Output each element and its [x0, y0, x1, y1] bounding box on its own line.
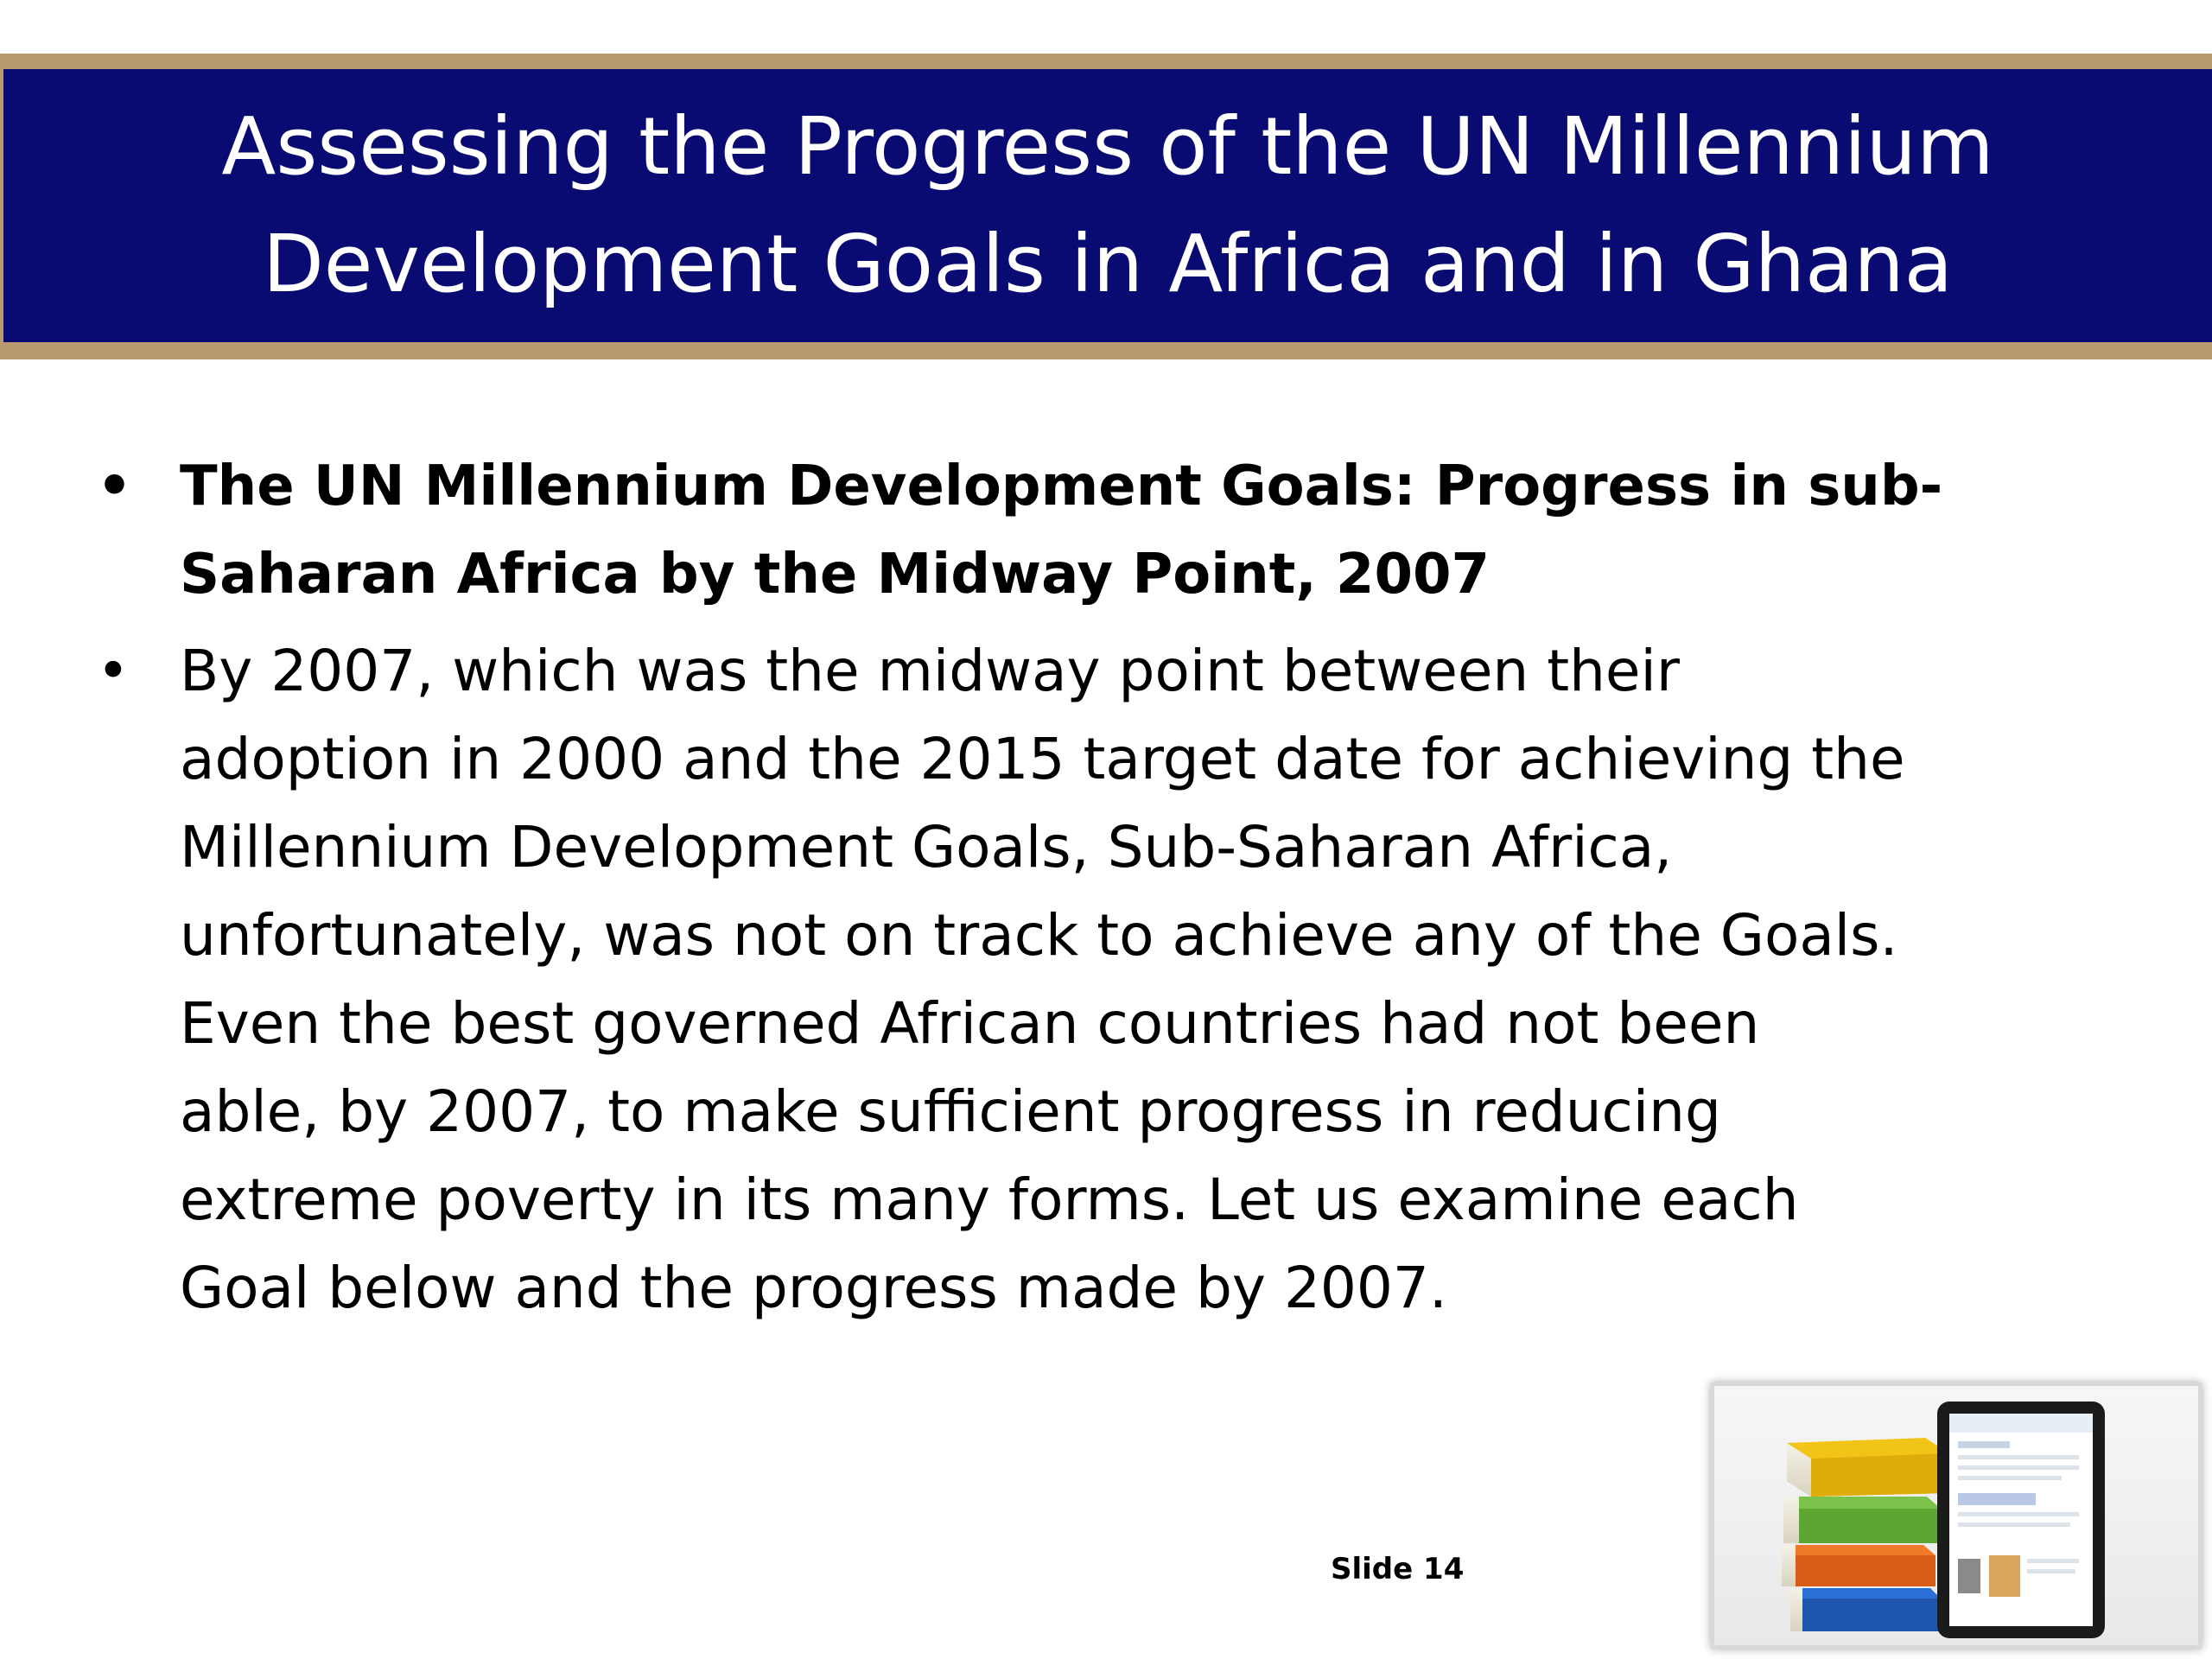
slide-number: Slide 14 [1331, 1552, 1465, 1586]
bullet-heading: • The UN Millennium Development Goals: P… [86, 442, 2005, 619]
body-line: Even the best governed African countries… [180, 990, 1760, 1057]
bullet-dot-icon: • [97, 639, 130, 703]
body-line: extreme poverty in its many forms. Let u… [180, 1166, 1799, 1233]
body-line: unfortunately, was not on track to achie… [180, 902, 1898, 969]
heading-line: Saharan Africa by the Midway Point, 2007 [180, 543, 1491, 607]
bullet-body: • By 2007, which was the midway point be… [86, 627, 2005, 1332]
slide-title-line-1: Assessing the Progress of the UN Millenn… [221, 100, 1994, 193]
body-line: adoption in 2000 and the 2015 target dat… [180, 726, 1905, 792]
body-line: Millennium Development Goals, Sub-Sahara… [180, 814, 1673, 880]
heading-line: The UN Millennium Development Goals: Pro… [180, 454, 1943, 518]
bullet-list: • The UN Millennium Development Goals: P… [86, 442, 2005, 1332]
title-box: Assessing the Progress of the UN Millenn… [3, 69, 2212, 342]
slide-title-line-2: Development Goals in Africa and in Ghana [262, 218, 1954, 310]
body-line: able, by 2007, to make sufficient progre… [180, 1078, 1721, 1145]
books-and-tablet-icon [1711, 1382, 2202, 1649]
book-stack-icon [1782, 1438, 1949, 1631]
title-bar: Assessing the Progress of the UN Millenn… [0, 54, 2212, 359]
body-line: By 2007, which was the midway point betw… [180, 638, 1681, 704]
body-line: Goal below and the progress made by 2007… [180, 1255, 1447, 1321]
tablet-icon [1937, 1402, 2105, 1638]
bullet-dot-icon: • [97, 454, 132, 518]
